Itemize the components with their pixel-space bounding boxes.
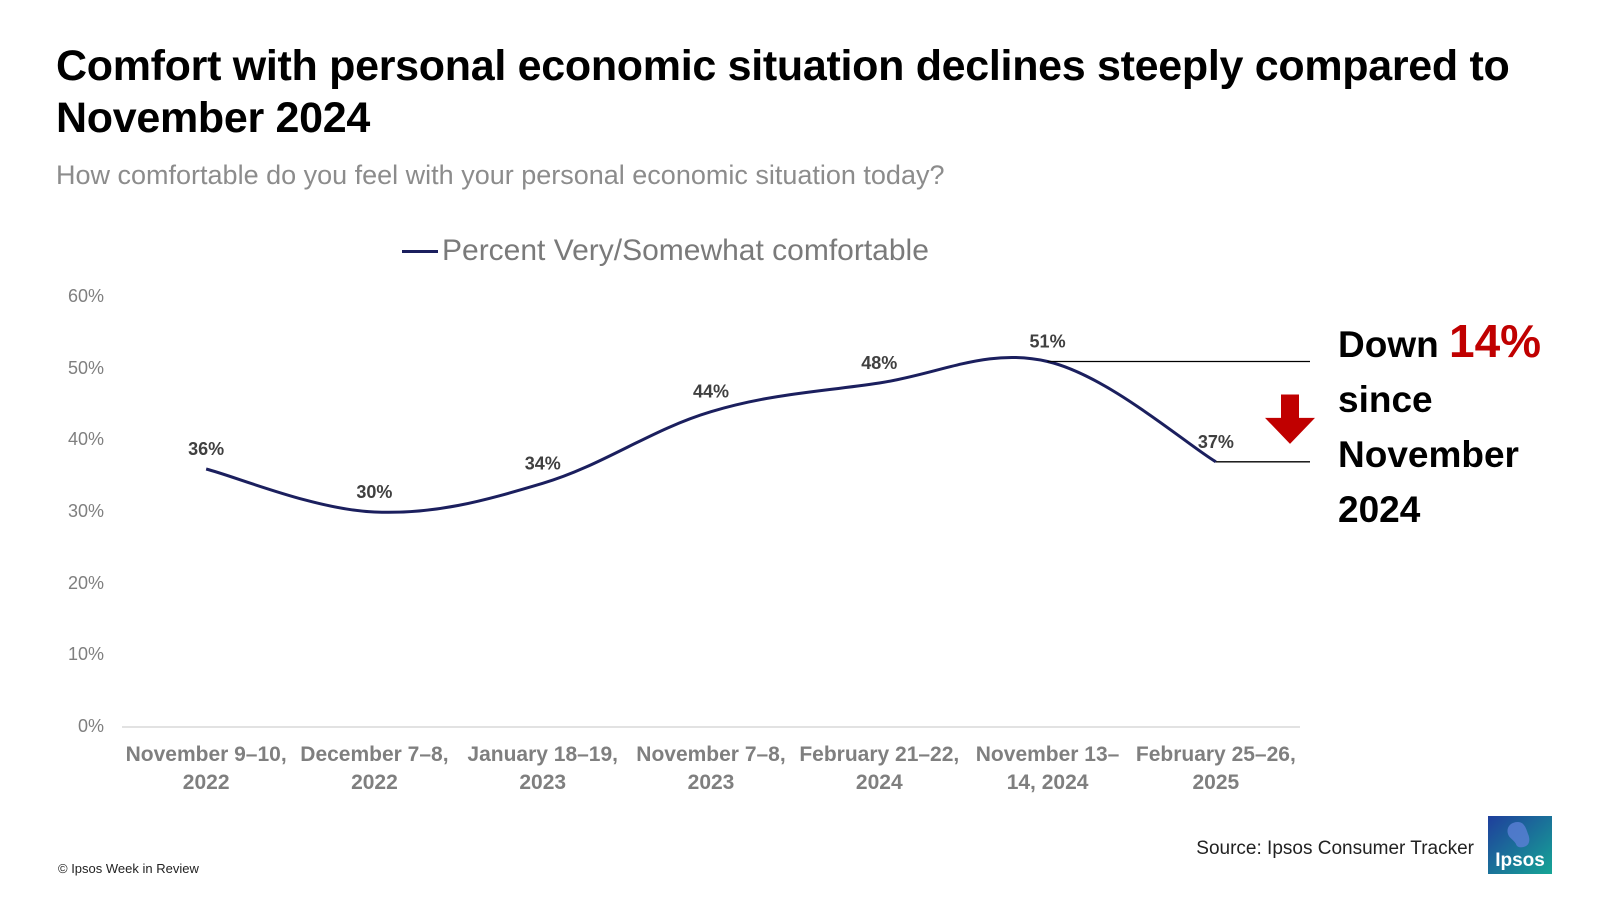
data-label: 51%: [1030, 332, 1066, 352]
y-tick-label: 50%: [67, 357, 104, 378]
down-arrow-icon: [1265, 394, 1315, 444]
data-label: 36%: [188, 439, 224, 459]
svg-text:Ipsos: Ipsos: [1495, 850, 1545, 871]
source-note: Source: Ipsos Consumer Tracker: [1196, 838, 1474, 859]
callout-percent: 14%: [1448, 315, 1542, 367]
callout-since: since: [1338, 379, 1433, 420]
x-tick-label: January 18–19, 2023: [467, 743, 618, 794]
data-label: 34%: [525, 453, 561, 473]
change-callout: Down 14% since November 2024: [1338, 314, 1541, 537]
x-tick-label: November 7–8, 2023: [636, 743, 786, 794]
legend-label: Percent Very/Somewhat comfortable: [442, 234, 929, 267]
callout-month: November: [1338, 434, 1519, 475]
x-tick-label: November 9–10, 2022: [125, 743, 287, 794]
x-tick-label: December 7–8, 2022: [300, 743, 449, 794]
callout-line-1: Down 14%: [1338, 314, 1541, 372]
data-label: 44%: [693, 382, 729, 402]
data-label: 37%: [1198, 432, 1234, 452]
y-tick-label: 0%: [77, 716, 104, 736]
chart-subtitle: How comfortable do you feel with your pe…: [56, 160, 945, 190]
ipsos-logo: Ipsos: [1488, 816, 1552, 874]
y-tick-label: 10%: [67, 644, 104, 665]
data-label: 30%: [356, 482, 392, 502]
x-tick-label: February 25–26, 2025: [1135, 743, 1296, 794]
y-tick-label: 60%: [67, 286, 104, 306]
copyright-note: © Ipsos Week in Review: [58, 861, 199, 876]
y-tick-label: 40%: [67, 429, 104, 450]
callout-year: 2024: [1338, 489, 1421, 530]
x-tick-label: February 21–22, 2024: [799, 743, 960, 794]
callout-down: Down: [1338, 324, 1439, 365]
chart-title: Comfort with personal economic situation…: [56, 42, 1510, 142]
legend-swatch: [402, 249, 438, 253]
y-tick-label: 30%: [67, 501, 104, 521]
legend: Percent Very/Somewhat comfortable: [402, 234, 929, 268]
data-label: 48%: [861, 353, 897, 373]
x-tick-label: November 13– 14, 2024: [975, 743, 1120, 794]
y-tick-label: 20%: [67, 572, 104, 593]
